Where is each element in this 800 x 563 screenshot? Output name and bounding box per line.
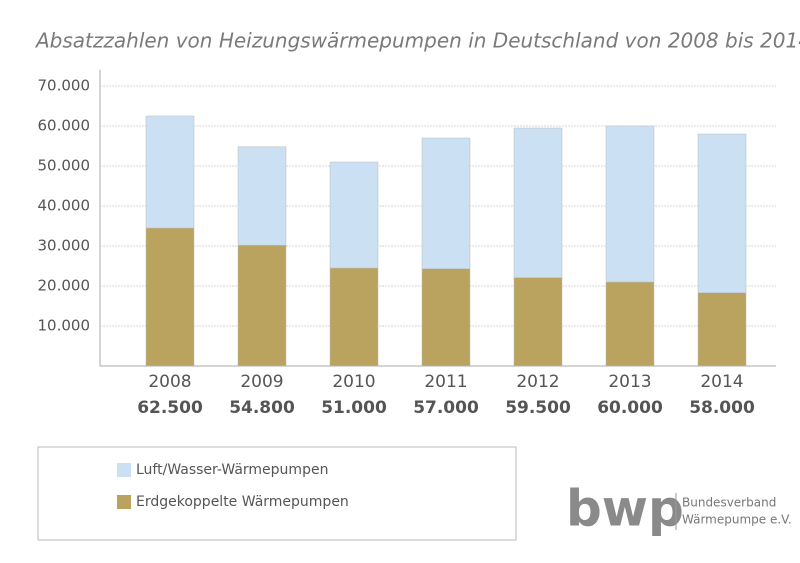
total-label: 62.500 [137, 398, 203, 418]
y-tick-label: 70.000 [38, 77, 91, 95]
legend-box [37, 446, 517, 541]
logo-text: Bundesverband [682, 496, 776, 510]
x-tick-label: 2011 [424, 372, 467, 392]
bar-segment [513, 277, 563, 367]
bar-segment [329, 267, 379, 367]
total-label: 58.000 [689, 398, 755, 418]
x-tick-label: 2010 [332, 372, 375, 392]
bar-segment [697, 292, 747, 367]
bar-segment [145, 227, 195, 367]
legend-swatch [117, 463, 131, 477]
y-tick-label: 30.000 [38, 237, 91, 255]
bar-segment [421, 137, 471, 270]
bar-segment [237, 244, 287, 367]
legend-swatch [117, 495, 131, 509]
x-tick-label: 2009 [240, 372, 283, 392]
bar-segment [513, 127, 563, 278]
legend-label: Luft/Wasser-Wärmepumpen [136, 462, 328, 478]
bar-segment [605, 125, 655, 283]
total-label: 51.000 [321, 398, 387, 418]
bar-segment [421, 268, 471, 367]
chart-title: Absatzzahlen von Heizungswärmepumpen in … [34, 29, 800, 53]
bar-segment [697, 133, 747, 294]
x-tick-label: 2013 [608, 372, 651, 392]
legend-label: Erdgekoppelte Wärmepumpen [136, 494, 349, 510]
total-label: 54.800 [229, 398, 295, 418]
total-label: 57.000 [413, 398, 479, 418]
y-tick-label: 50.000 [38, 157, 91, 175]
y-tick-label: 60.000 [38, 117, 91, 135]
bar-segment [145, 115, 195, 229]
x-tick-label: 2008 [148, 372, 191, 392]
bar-segment [329, 161, 379, 269]
total-label: 59.500 [505, 398, 571, 418]
logo-text: Wärmepumpe e.V. [682, 513, 792, 527]
x-tick-label: 2014 [700, 372, 743, 392]
total-label: 60.000 [597, 398, 663, 418]
bar-segment [237, 146, 287, 246]
logo-mark: bwp [566, 480, 684, 538]
y-tick-label: 20.000 [38, 277, 91, 295]
x-tick-label: 2012 [516, 372, 559, 392]
y-tick-label: 10.000 [38, 317, 91, 335]
bar-segment [605, 281, 655, 367]
y-tick-label: 40.000 [38, 197, 91, 215]
